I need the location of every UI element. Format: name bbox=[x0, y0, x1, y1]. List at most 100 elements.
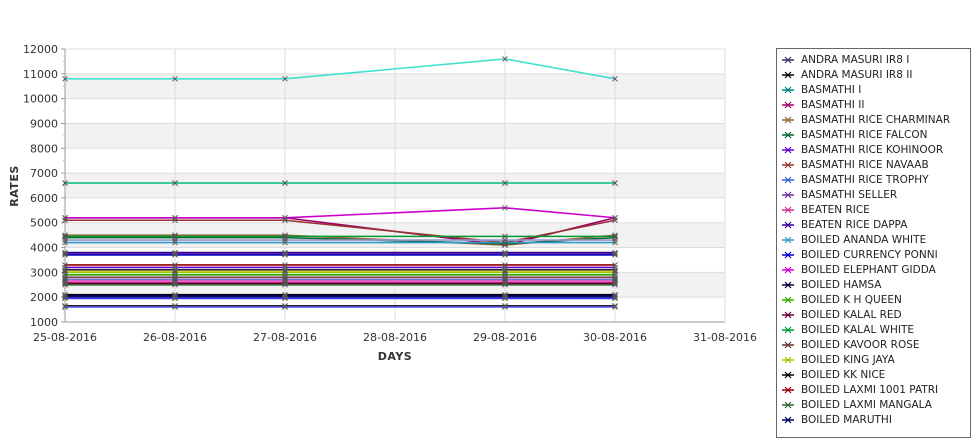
data-point bbox=[62, 262, 68, 268]
series-markers bbox=[62, 56, 618, 310]
data-point bbox=[172, 278, 178, 284]
legend-marker-icon bbox=[781, 353, 795, 367]
legend-item: BOILED KK NICE bbox=[777, 367, 885, 382]
data-point bbox=[172, 280, 178, 287]
data-point bbox=[62, 280, 68, 287]
data-point bbox=[172, 237, 178, 243]
legend-label: BASMATHI RICE NAVAAB bbox=[801, 158, 929, 171]
legend-label: BOILED KK NICE bbox=[801, 368, 886, 381]
legend-label: BOILED KAVOOR ROSE bbox=[801, 338, 920, 351]
legend-item: BASMATHI RICE KOHINOOR bbox=[777, 142, 943, 157]
y-tick-label: 11000 bbox=[23, 68, 58, 81]
data-point bbox=[172, 303, 178, 309]
legend-marker-icon bbox=[781, 53, 795, 67]
legend-item: BEATEN RICE DAPPA bbox=[777, 217, 907, 232]
legend-marker-icon bbox=[781, 293, 795, 307]
data-point bbox=[612, 262, 618, 268]
data-point bbox=[282, 275, 288, 282]
legend-label: BEATEN RICE DAPPA bbox=[801, 218, 908, 231]
data-point bbox=[612, 293, 618, 299]
legend-label: BASMATHI RICE FALCON bbox=[801, 128, 928, 141]
data-point bbox=[62, 252, 68, 258]
x-tick-label: 29-08-2016 bbox=[473, 331, 537, 344]
legend-label: BEATEN RICE bbox=[801, 203, 870, 216]
y-tick-label: 12000 bbox=[23, 43, 58, 56]
legend-marker-icon bbox=[781, 98, 795, 112]
data-point bbox=[612, 249, 618, 256]
x-tick-label: 27-08-2016 bbox=[253, 331, 317, 344]
legend-label: BOILED CURRENCY PONNI bbox=[801, 248, 938, 261]
data-point bbox=[282, 237, 288, 243]
data-point bbox=[502, 237, 508, 243]
legend-item: BASMATHI SELLER bbox=[777, 187, 897, 202]
legend-label: BASMATHI I bbox=[801, 83, 862, 96]
y-tick-label: 9000 bbox=[30, 117, 58, 130]
legend-label: BASMATHI SELLER bbox=[801, 188, 898, 201]
data-point bbox=[172, 267, 178, 273]
legend-item: BOILED K H QUEEN bbox=[777, 292, 902, 307]
legend-label: BOILED KALAL RED bbox=[801, 308, 902, 321]
data-point bbox=[502, 293, 508, 299]
legend-marker-icon bbox=[781, 413, 795, 427]
y-axis-title: RATES bbox=[8, 165, 21, 207]
y-tick-labels: 1000 2000 3000 4000 5000 6000 7000 8000 9000 1000… bbox=[23, 43, 58, 329]
data-point bbox=[62, 268, 68, 274]
legend-marker-icon bbox=[781, 308, 795, 322]
legend-label: BASMATHI RICE KOHINOOR bbox=[801, 143, 944, 156]
legend-marker-icon bbox=[781, 83, 795, 97]
data-point bbox=[612, 75, 618, 82]
data-point bbox=[62, 294, 68, 301]
data-point bbox=[282, 303, 288, 309]
data-point bbox=[282, 249, 288, 256]
data-point bbox=[282, 239, 288, 246]
legend-label: ANDRA MASURI IR8 II bbox=[801, 68, 913, 81]
data-point bbox=[612, 239, 618, 246]
legend-label: BOILED K H QUEEN bbox=[801, 293, 902, 306]
data-point bbox=[612, 278, 618, 284]
data-point bbox=[502, 249, 508, 256]
data-point bbox=[282, 217, 288, 224]
y-tick-label: 3000 bbox=[30, 266, 58, 279]
data-point bbox=[172, 249, 178, 256]
legend-label: BASMATHI II bbox=[801, 98, 865, 111]
data-point bbox=[502, 278, 508, 284]
legend-item: ANDRA MASURI IR8 I bbox=[777, 52, 909, 67]
x-tick-label: 25-08-2016 bbox=[33, 331, 97, 344]
legend-item: BOILED ANANDA WHITE bbox=[777, 232, 926, 247]
legend-label: BASMATHI RICE CHARMINAR bbox=[801, 113, 951, 126]
data-point bbox=[502, 303, 508, 309]
data-point bbox=[282, 278, 288, 284]
data-point bbox=[612, 234, 618, 241]
data-point bbox=[502, 280, 508, 287]
data-point bbox=[502, 294, 508, 301]
legend-label: BOILED MARUTHI bbox=[801, 413, 892, 426]
data-point bbox=[172, 214, 178, 221]
legend-label: BOILED ELEPHANT GIDDA bbox=[801, 263, 936, 276]
legend-label: BOILED LAXMI MANGALA bbox=[801, 398, 932, 411]
data-point bbox=[502, 268, 508, 274]
data-point bbox=[282, 180, 288, 186]
legend-item: BASMATHI RICE NAVAAB bbox=[777, 157, 929, 172]
data-point bbox=[62, 217, 68, 224]
data-point bbox=[612, 275, 618, 282]
x-tick-label: 26-08-2016 bbox=[143, 331, 207, 344]
data-point bbox=[502, 56, 508, 62]
legend-marker-icon bbox=[781, 368, 795, 382]
legend-marker-icon bbox=[781, 173, 795, 187]
y-tick-label: 1000 bbox=[30, 316, 58, 329]
data-point bbox=[62, 180, 68, 186]
legend-marker-icon bbox=[781, 113, 795, 127]
data-point bbox=[172, 250, 178, 257]
legend-marker-icon bbox=[781, 128, 795, 142]
x-axis-title: DAYS bbox=[378, 350, 412, 363]
line-chart: 1000 2000 3000 4000 5000 6000 7000 8000 9000 1000… bbox=[8, 43, 757, 363]
data-point bbox=[62, 295, 68, 302]
data-point bbox=[62, 239, 68, 246]
data-point bbox=[612, 303, 618, 309]
y-tick-label: 4000 bbox=[30, 242, 58, 255]
legend-marker-icon bbox=[781, 203, 795, 217]
data-point bbox=[62, 269, 68, 276]
data-point bbox=[502, 180, 508, 186]
data-point bbox=[282, 75, 288, 82]
data-point bbox=[612, 280, 618, 287]
